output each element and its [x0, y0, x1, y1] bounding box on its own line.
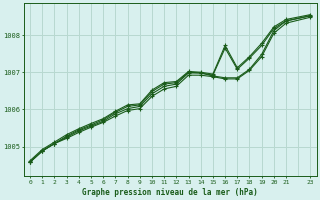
X-axis label: Graphe pression niveau de la mer (hPa): Graphe pression niveau de la mer (hPa)	[82, 188, 258, 197]
